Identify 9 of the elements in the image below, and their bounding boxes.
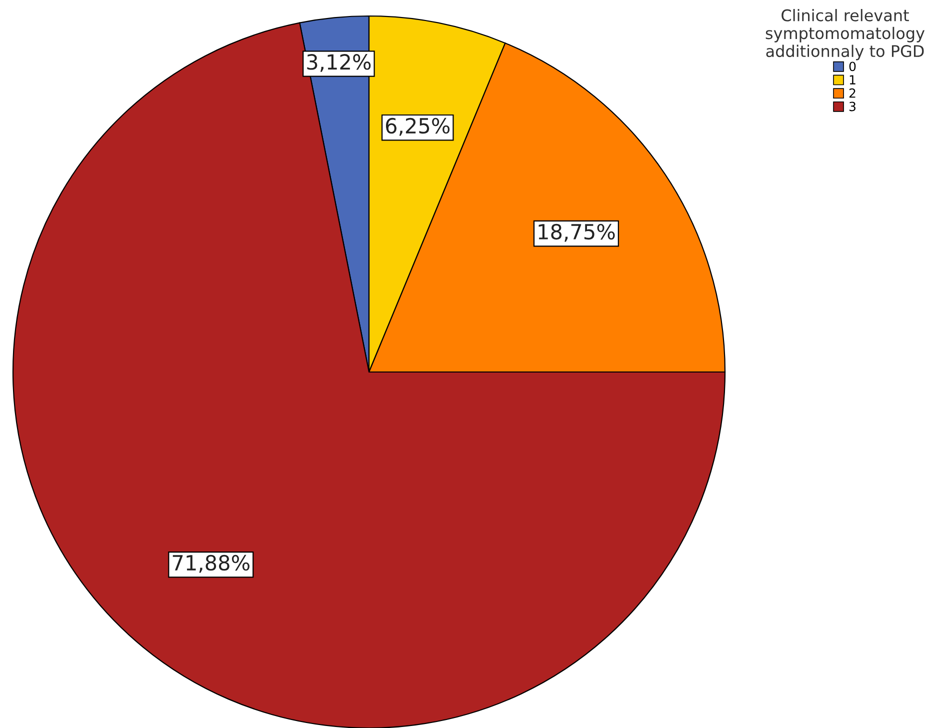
legend-label: 0	[849, 62, 856, 72]
legend-title: Clinical relevant symptomomatology additionnaly to PGD	[766, 9, 925, 60]
legend-label: 3	[849, 102, 856, 112]
legend-label: 1	[850, 75, 856, 84]
data-label: 18,75%	[538, 224, 615, 242]
legend-label: 2	[849, 88, 856, 98]
data-label: 71,88%	[172, 554, 250, 573]
data-label: 6,25%	[386, 118, 450, 136]
data-label: 3,12%	[307, 54, 371, 72]
